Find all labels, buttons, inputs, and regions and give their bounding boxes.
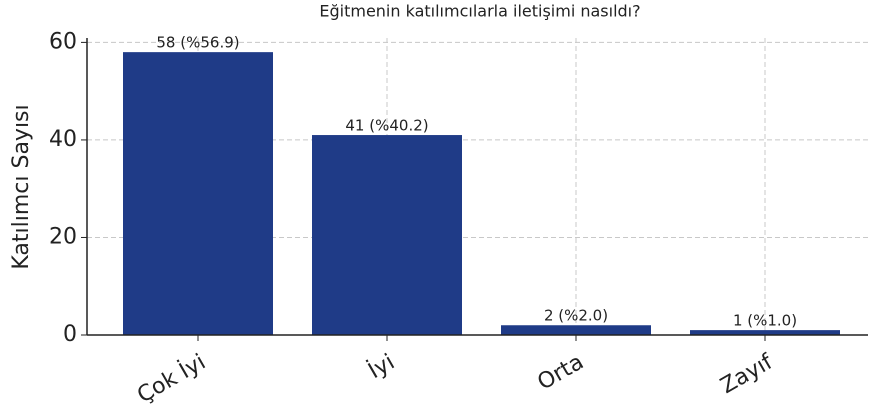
y-tick-label: 60 [49, 29, 77, 54]
bar [690, 330, 840, 335]
chart-title: Eğitmenin katılımcılarla iletişimi nasıl… [319, 2, 640, 21]
data-label: 1 (%1.0) [733, 312, 797, 330]
y-tick-label: 20 [49, 224, 77, 249]
y-tick-label: 40 [49, 127, 77, 152]
bar [123, 52, 273, 336]
x-tick-label: Çok İyi [133, 349, 210, 409]
y-axis-label: Katılımcı Sayısı [9, 104, 34, 269]
data-label: 41 (%40.2) [345, 117, 428, 135]
data-label: 58 (%56.9) [156, 34, 239, 52]
x-tick-label: Zayıf [716, 349, 778, 399]
data-label: 2 (%2.0) [544, 307, 608, 325]
x-tick-label: İyi [364, 349, 399, 384]
y-tick-label: 0 [63, 322, 77, 347]
bar [312, 135, 462, 335]
x-tick-label: Orta [534, 350, 588, 396]
bar [501, 325, 651, 335]
